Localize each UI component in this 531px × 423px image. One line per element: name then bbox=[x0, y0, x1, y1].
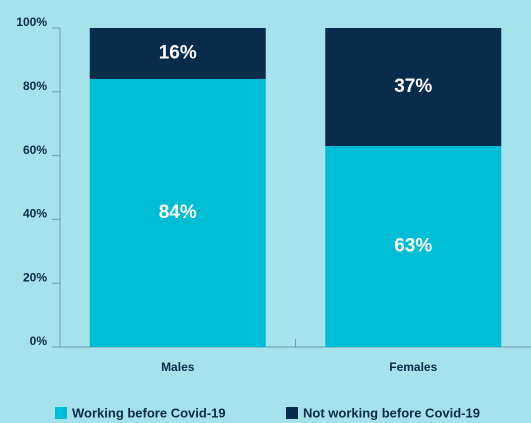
legend-label: Not working before Covid-19 bbox=[303, 405, 480, 420]
y-tick-label: 100% bbox=[16, 15, 47, 29]
data-label: 84% bbox=[159, 202, 197, 223]
x-tick-label: Females bbox=[389, 360, 437, 374]
y-tick-label: 60% bbox=[23, 143, 47, 157]
bar-segment bbox=[325, 28, 502, 147]
data-label: 16% bbox=[159, 43, 197, 64]
bar-segment bbox=[325, 146, 502, 347]
legend-swatch bbox=[55, 407, 67, 419]
data-label: 37% bbox=[394, 76, 432, 97]
bar-segment bbox=[89, 79, 266, 347]
data-label: 63% bbox=[394, 236, 432, 257]
bar-segment bbox=[89, 28, 266, 80]
legend-swatch bbox=[286, 407, 298, 419]
y-tick-label: 0% bbox=[30, 334, 48, 348]
y-tick-label: 80% bbox=[23, 79, 47, 93]
y-tick-label: 20% bbox=[23, 270, 47, 284]
y-tick-label: 40% bbox=[23, 207, 47, 221]
legend-label: Working before Covid-19 bbox=[72, 405, 226, 420]
x-tick-label: Males bbox=[161, 360, 195, 374]
